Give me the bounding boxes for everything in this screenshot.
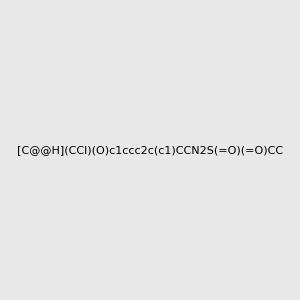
Text: [C@@H](CCl)(O)c1ccc2c(c1)CCN2S(=O)(=O)CC: [C@@H](CCl)(O)c1ccc2c(c1)CCN2S(=O)(=O)CC [17, 145, 283, 155]
